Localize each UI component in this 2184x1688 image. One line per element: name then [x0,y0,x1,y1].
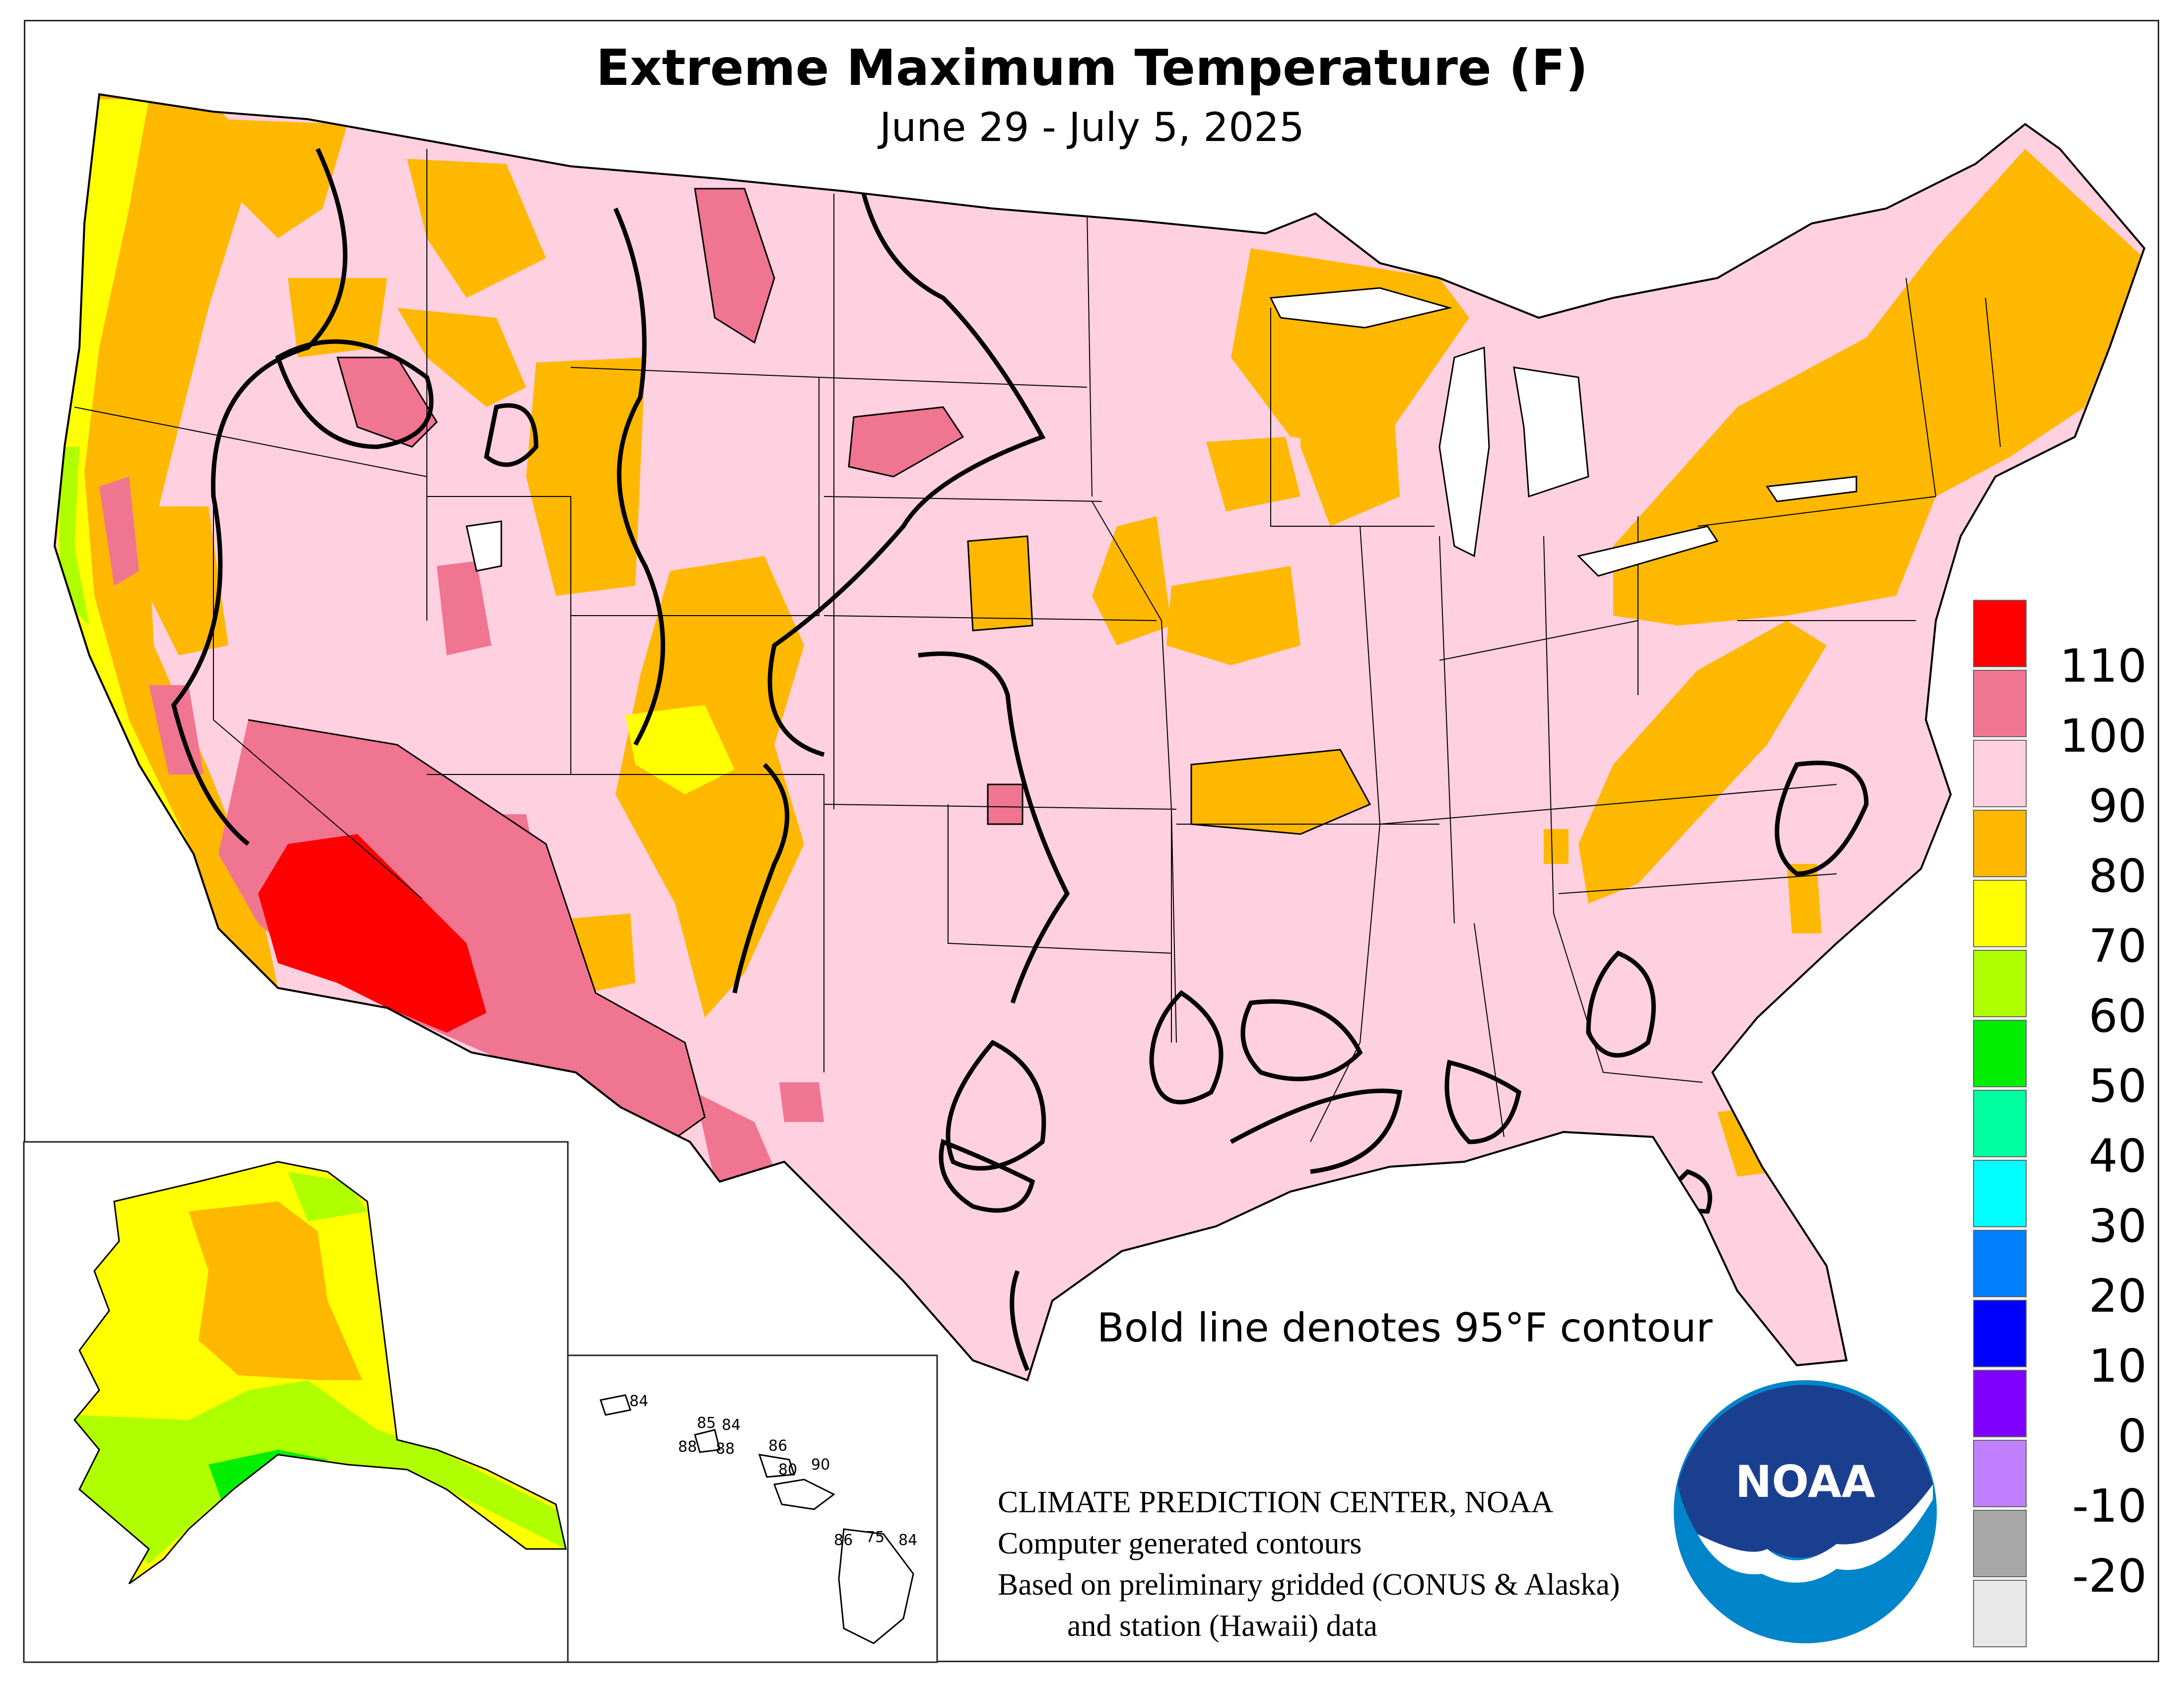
legend-label: 10 [2088,1339,2147,1393]
contour-note: Bold line denotes 95°F contour [1097,1305,1713,1351]
legend-label: 70 [2088,919,2147,973]
legend-label: 20 [2088,1269,2147,1323]
noaa-logo: NOAA [1674,1380,1937,1643]
credit-line: Based on preliminary gridded (CONUS & Al… [998,1568,1620,1602]
hawaii-label: 84 [898,1532,917,1549]
legend-swatch [1973,810,2027,877]
legend-swatch [1973,1230,2027,1297]
map-subtitle: June 29 - July 5, 2025 [880,104,1304,150]
legend-swatch [1973,1510,2027,1577]
credit-line: CLIMATE PREDICTION CENTER, NOAA [998,1485,1554,1519]
hawaii-label: 88 [678,1438,697,1456]
legend-swatch [1973,1160,2027,1227]
legend-swatch [1973,880,2027,947]
great-lakes [466,287,1857,577]
hawaii-label: 86 [768,1437,787,1455]
legend-label: 30 [2088,1199,2147,1253]
legend-label: 80 [2088,849,2147,903]
hawaii-islands [600,1394,914,1644]
hawaii-label: 84 [629,1393,648,1410]
legend-swatch [1973,950,2027,1017]
legend-swatch [1973,600,2027,667]
legend-swatch [1973,1440,2027,1507]
legend-label: 0 [2117,1409,2147,1463]
legend-label: 90 [2088,779,2147,833]
hawaii-label: 84 [722,1416,741,1434]
legend-label: 40 [2088,1129,2147,1183]
noaa-logo-text: NOAA [1735,1456,1875,1507]
alaska-outline [73,1161,567,1585]
map-title: Extreme Maximum Temperature (F) [596,39,1588,97]
legend-swatch [1973,670,2027,737]
contour-thin [248,188,1371,1143]
hawaii-label: 88 [716,1440,735,1458]
legend-label: -10 [2072,1479,2147,1533]
credit-line: and station (Hawaii) data [1067,1609,1377,1643]
legend-label: 100 [2059,709,2147,763]
credits: CLIMATE PREDICTION CENTER, NOAA Computer… [998,1482,1620,1647]
legend-label: -20 [2072,1549,2147,1603]
conus-outline [53,93,2146,1382]
legend-swatch [1973,1020,2027,1087]
hawaii-station-labels: 84 85 84 88 88 86 80 90 86 75 84 [629,1393,917,1549]
legend-label: 60 [2088,989,2147,1043]
hawaii-label: 90 [811,1456,830,1474]
hawaii-label: 80 [778,1461,797,1478]
color-legend [1973,600,2029,1650]
hawaii-label: 86 [834,1532,853,1549]
legend-swatch [1973,1090,2027,1157]
legend-label: 50 [2088,1059,2147,1113]
legend-swatch [1973,740,2027,807]
legend-swatch [1973,1370,2027,1437]
legend-swatch [1973,1580,2027,1647]
hawaii-label: 75 [866,1529,885,1546]
legend-swatch [1973,1300,2027,1367]
hawaii-label: 85 [697,1414,716,1432]
legend-label: 110 [2059,639,2147,693]
credit-line: Computer generated contours [998,1527,1362,1560]
